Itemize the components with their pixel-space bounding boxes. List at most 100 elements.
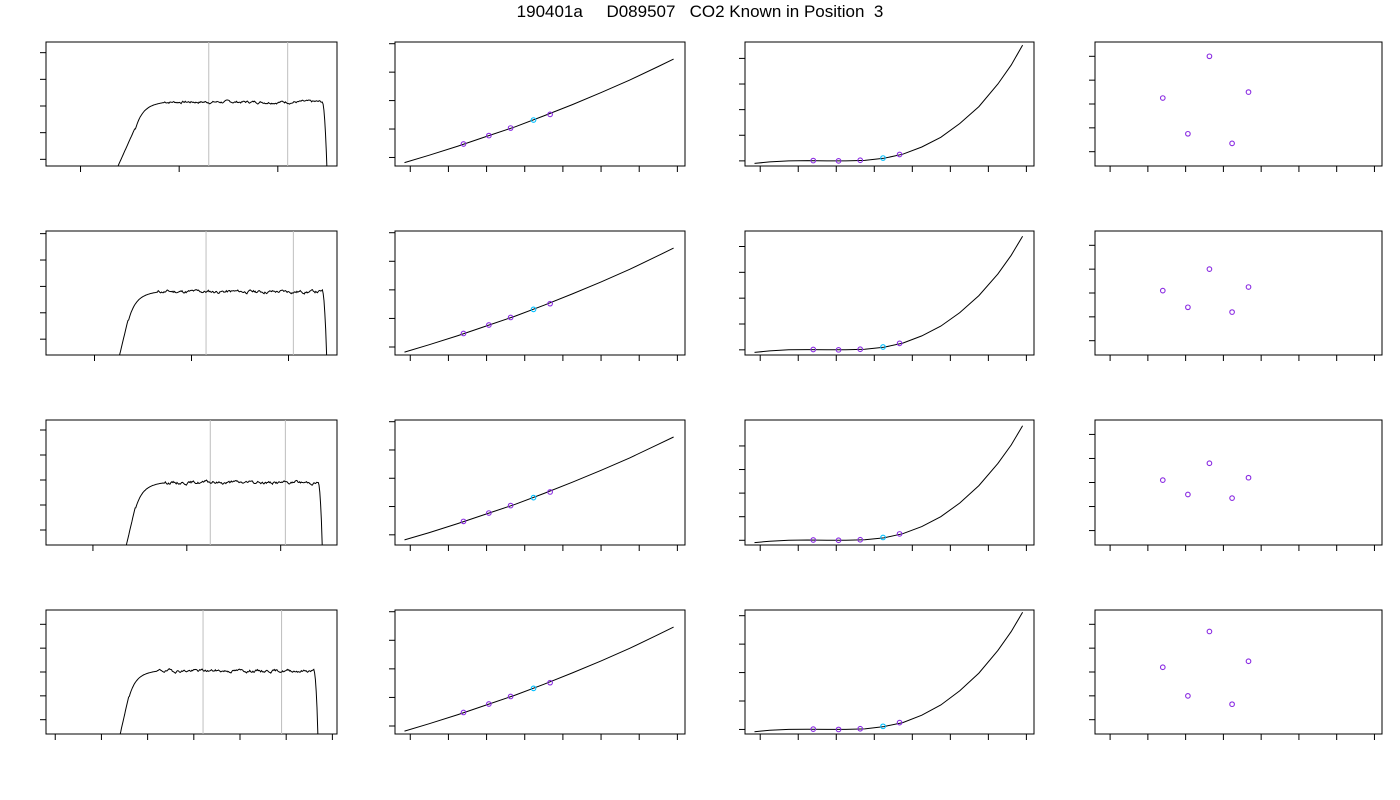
plot-area (1159, 53, 1252, 147)
x-axis (759, 545, 1027, 551)
x-axis (759, 166, 1027, 172)
y-axis (1089, 623, 1095, 721)
plot-area (1159, 628, 1252, 708)
panel-r1-c1 (389, 230, 686, 361)
data-point (460, 141, 467, 147)
fit-curve (754, 44, 1024, 164)
fit-curve (404, 247, 674, 353)
plot-frame (744, 419, 1035, 546)
data-point (1229, 495, 1235, 501)
data-point (460, 518, 467, 525)
panel-r2-c2 (739, 419, 1035, 551)
data-point (835, 726, 842, 733)
y-axis (40, 429, 46, 531)
data-point (507, 502, 514, 509)
fit-curve (754, 425, 1024, 544)
plot-frame (45, 41, 338, 167)
fit-curve (754, 235, 1024, 353)
plot-frame (45, 419, 338, 546)
fit-curve (404, 58, 674, 164)
x-axis (1109, 545, 1375, 551)
panel-r3-c0 (40, 609, 338, 740)
x-axis (92, 545, 282, 551)
y-axis (389, 43, 395, 158)
plot-frame (1094, 609, 1383, 735)
data-point (1159, 95, 1166, 101)
data-point (1245, 658, 1252, 665)
data-point (1206, 266, 1213, 273)
x-axis (1109, 166, 1375, 172)
data-point (896, 340, 903, 347)
y-axis (1089, 55, 1095, 153)
plot-frame (744, 230, 1035, 356)
data-point (810, 537, 817, 543)
panel-r0-c1 (389, 41, 686, 172)
panel-r3-c3 (1089, 609, 1383, 740)
data-point (1159, 287, 1166, 294)
y-axis (40, 623, 46, 721)
plot-frame (394, 41, 686, 167)
plot-frame (744, 609, 1035, 735)
panel-r0-c3 (1089, 41, 1383, 172)
data-point (1206, 53, 1213, 60)
data-point (530, 306, 537, 313)
plot-area (1159, 460, 1252, 501)
plot-area (404, 58, 674, 164)
data-point (810, 346, 817, 353)
fit-curve (754, 612, 1024, 733)
data-trace (125, 479, 323, 545)
x-axis (409, 355, 678, 361)
plot-frame (394, 419, 686, 546)
data-point (547, 489, 553, 495)
data-point (547, 111, 553, 118)
y-axis (1089, 244, 1095, 342)
data-point (1159, 477, 1166, 483)
panel-r2-c0 (40, 419, 338, 551)
data-point (507, 314, 514, 321)
data-point (896, 531, 903, 537)
data-point (1159, 664, 1166, 671)
data-point (880, 155, 886, 161)
panel-r0-c0 (40, 41, 338, 172)
data-point (530, 685, 537, 692)
data-point (880, 534, 886, 541)
data-point (1185, 304, 1191, 311)
data-point (880, 344, 886, 350)
plot-frame (1094, 230, 1383, 356)
figure-title: 190401a D089507 CO2 Known in Position 3 (516, 2, 884, 21)
y-axis (739, 246, 745, 351)
data-point (1229, 309, 1235, 315)
y-axis (40, 233, 46, 340)
data-point (486, 132, 492, 139)
data-point (1229, 140, 1235, 147)
data-point (486, 322, 492, 328)
y-axis (389, 421, 395, 536)
data-point (835, 346, 842, 353)
data-point (1185, 692, 1191, 699)
data-point (835, 537, 842, 544)
plot-area (754, 235, 1024, 353)
panel-r2-c3 (1089, 419, 1383, 551)
fit-curve (404, 436, 674, 541)
y-axis (739, 615, 745, 730)
data-point (857, 157, 864, 164)
plot-area (754, 612, 1024, 733)
data-point (530, 117, 537, 123)
data-point (810, 726, 817, 732)
panel-r3-c2 (739, 609, 1035, 740)
plot-frame (744, 41, 1035, 167)
data-point (857, 346, 864, 353)
panel-r1-c3 (1089, 230, 1383, 361)
data-point (547, 679, 553, 686)
x-axis (1109, 734, 1375, 740)
panel-r1-c0 (40, 230, 338, 361)
x-axis (409, 545, 678, 551)
data-point (1206, 628, 1213, 635)
data-point (857, 725, 864, 732)
data-point (486, 510, 492, 516)
data-point (507, 693, 514, 700)
plot-area (119, 231, 328, 355)
y-axis (389, 611, 395, 727)
